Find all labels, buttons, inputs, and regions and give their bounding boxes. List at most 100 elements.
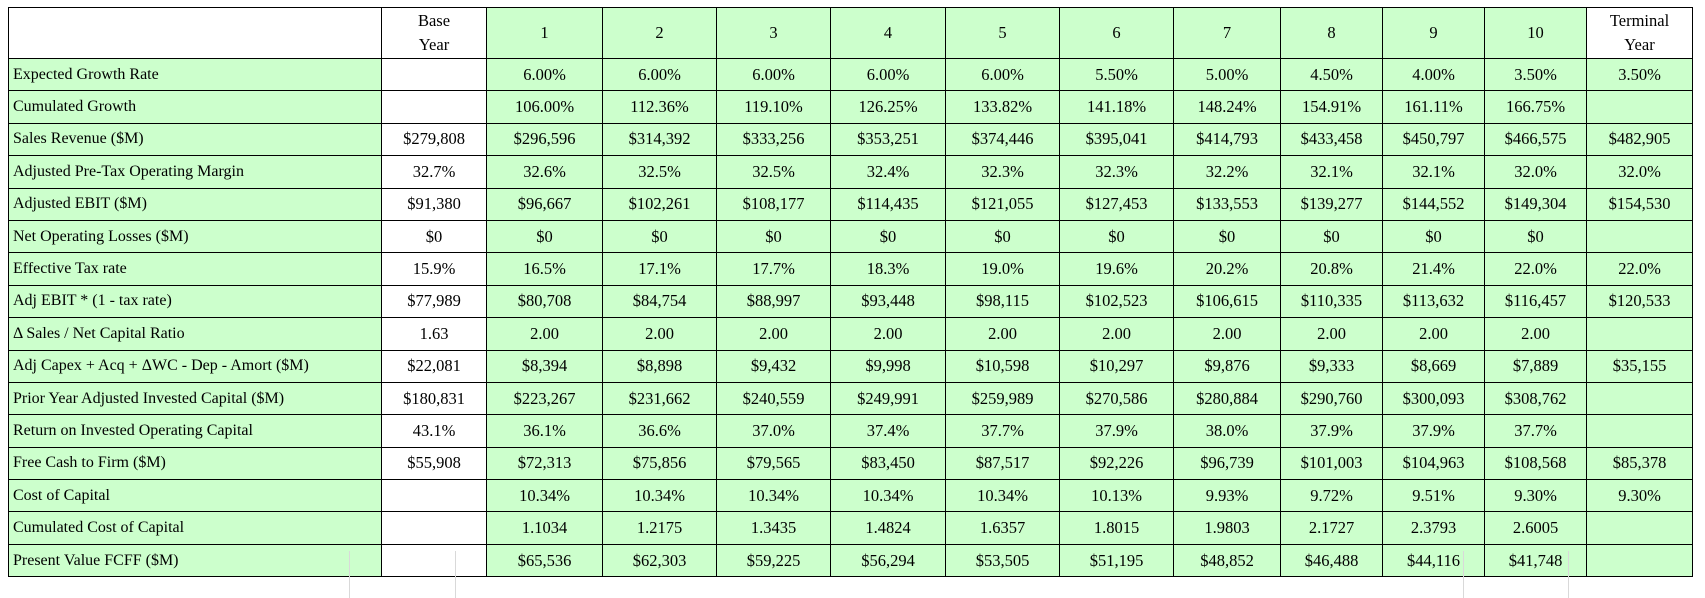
year-6-cell[interactable]: $92,226 <box>1059 446 1174 481</box>
year-6-cell[interactable]: 32.3% <box>1059 155 1174 189</box>
year-8-cell[interactable]: $110,335 <box>1280 284 1383 319</box>
header-base-year[interactable]: Base Year <box>381 7 487 59</box>
row-label-cell[interactable]: Prior Year Adjusted Invested Capital ($M… <box>8 381 382 416</box>
terminal-year-cell[interactable]: $35,155 <box>1586 349 1693 383</box>
header-year-7[interactable]: 7 <box>1173 7 1281 59</box>
year-3-cell[interactable]: 1.3435 <box>716 511 831 545</box>
year-5-cell[interactable]: 6.00% <box>945 57 1060 92</box>
year-10-cell[interactable]: 2.00 <box>1484 317 1587 351</box>
year-7-cell[interactable]: 2.00 <box>1173 317 1281 351</box>
year-3-cell[interactable]: $88,997 <box>716 284 831 319</box>
header-year-10[interactable]: 10 <box>1484 7 1587 59</box>
year-1-cell[interactable]: 106.00% <box>486 90 603 124</box>
year-3-cell[interactable]: 17.7% <box>716 252 831 286</box>
year-7-cell[interactable]: $106,615 <box>1173 284 1281 319</box>
year-9-cell[interactable]: 32.1% <box>1382 155 1485 189</box>
year-6-cell[interactable]: $10,297 <box>1059 349 1174 383</box>
base-year-cell[interactable] <box>381 479 487 513</box>
year-9-cell[interactable]: $300,093 <box>1382 381 1485 416</box>
year-10-cell[interactable]: $0 <box>1484 219 1587 254</box>
header-terminal-year[interactable]: Terminal Year <box>1586 7 1693 59</box>
year-10-cell[interactable]: 22.0% <box>1484 252 1587 286</box>
year-4-cell[interactable]: 1.4824 <box>830 511 946 545</box>
terminal-year-cell[interactable] <box>1586 219 1693 254</box>
year-7-cell[interactable]: $9,876 <box>1173 349 1281 383</box>
header-year-3[interactable]: 3 <box>716 7 831 59</box>
terminal-year-cell[interactable] <box>1586 414 1693 448</box>
year-7-cell[interactable]: $133,553 <box>1173 187 1281 221</box>
year-9-cell[interactable]: $144,552 <box>1382 187 1485 221</box>
year-2-cell[interactable]: 36.6% <box>602 414 717 448</box>
header-year-6[interactable]: 6 <box>1059 7 1174 59</box>
header-label-cell[interactable] <box>8 7 382 59</box>
year-9-cell[interactable]: $450,797 <box>1382 122 1485 157</box>
year-1-cell[interactable]: $72,313 <box>486 446 603 481</box>
year-5-cell[interactable]: $121,055 <box>945 187 1060 221</box>
terminal-year-cell[interactable] <box>1586 381 1693 416</box>
year-10-cell[interactable]: $116,457 <box>1484 284 1587 319</box>
year-6-cell[interactable]: $270,586 <box>1059 381 1174 416</box>
year-2-cell[interactable]: 112.36% <box>602 90 717 124</box>
base-year-cell[interactable]: 1.63 <box>381 317 487 351</box>
year-1-cell[interactable]: $0 <box>486 219 603 254</box>
year-6-cell[interactable]: 1.8015 <box>1059 511 1174 545</box>
year-10-cell[interactable]: $149,304 <box>1484 187 1587 221</box>
year-6-cell[interactable]: 19.6% <box>1059 252 1174 286</box>
year-2-cell[interactable]: $62,303 <box>602 543 717 578</box>
year-8-cell[interactable]: $9,333 <box>1280 349 1383 383</box>
year-1-cell[interactable]: 16.5% <box>486 252 603 286</box>
year-7-cell[interactable]: 9.93% <box>1173 479 1281 513</box>
year-9-cell[interactable]: $104,963 <box>1382 446 1485 481</box>
year-2-cell[interactable]: 17.1% <box>602 252 717 286</box>
year-1-cell[interactable]: $8,394 <box>486 349 603 383</box>
year-2-cell[interactable]: $8,898 <box>602 349 717 383</box>
year-9-cell[interactable]: 2.3793 <box>1382 511 1485 545</box>
year-10-cell[interactable]: 166.75% <box>1484 90 1587 124</box>
year-1-cell[interactable]: 10.34% <box>486 479 603 513</box>
terminal-year-cell[interactable]: $154,530 <box>1586 187 1693 221</box>
base-year-cell[interactable]: $91,380 <box>381 187 487 221</box>
terminal-year-cell[interactable] <box>1586 90 1693 124</box>
year-9-cell[interactable]: 21.4% <box>1382 252 1485 286</box>
year-3-cell[interactable]: 32.5% <box>716 155 831 189</box>
year-2-cell[interactable]: 1.2175 <box>602 511 717 545</box>
base-year-cell[interactable]: 43.1% <box>381 414 487 448</box>
base-year-cell[interactable] <box>381 543 487 578</box>
year-9-cell[interactable]: 2.00 <box>1382 317 1485 351</box>
base-year-cell[interactable] <box>381 57 487 92</box>
base-year-cell[interactable]: $0 <box>381 219 487 254</box>
year-8-cell[interactable]: $290,760 <box>1280 381 1383 416</box>
year-9-cell[interactable]: $8,669 <box>1382 349 1485 383</box>
year-3-cell[interactable]: 2.00 <box>716 317 831 351</box>
year-1-cell[interactable]: $296,596 <box>486 122 603 157</box>
base-year-cell[interactable]: 15.9% <box>381 252 487 286</box>
year-4-cell[interactable]: $83,450 <box>830 446 946 481</box>
year-5-cell[interactable]: 10.34% <box>945 479 1060 513</box>
year-8-cell[interactable]: $46,488 <box>1280 543 1383 578</box>
year-3-cell[interactable]: $79,565 <box>716 446 831 481</box>
year-4-cell[interactable]: $249,991 <box>830 381 946 416</box>
year-10-cell[interactable]: 37.7% <box>1484 414 1587 448</box>
year-6-cell[interactable]: 37.9% <box>1059 414 1174 448</box>
year-10-cell[interactable]: $41,748 <box>1484 543 1587 578</box>
year-10-cell[interactable]: 9.30% <box>1484 479 1587 513</box>
year-1-cell[interactable]: $80,708 <box>486 284 603 319</box>
year-8-cell[interactable]: 20.8% <box>1280 252 1383 286</box>
year-8-cell[interactable]: 32.1% <box>1280 155 1383 189</box>
base-year-cell[interactable]: $77,989 <box>381 284 487 319</box>
row-label-cell[interactable]: Free Cash to Firm ($M) <box>8 446 382 481</box>
year-4-cell[interactable]: 10.34% <box>830 479 946 513</box>
year-4-cell[interactable]: 18.3% <box>830 252 946 286</box>
year-3-cell[interactable]: 6.00% <box>716 57 831 92</box>
row-label-cell[interactable]: Adj EBIT * (1 - tax rate) <box>8 284 382 319</box>
year-4-cell[interactable]: 2.00 <box>830 317 946 351</box>
year-5-cell[interactable]: 1.6357 <box>945 511 1060 545</box>
year-1-cell[interactable]: $223,267 <box>486 381 603 416</box>
year-3-cell[interactable]: $333,256 <box>716 122 831 157</box>
year-3-cell[interactable]: $240,559 <box>716 381 831 416</box>
base-year-cell[interactable]: 32.7% <box>381 155 487 189</box>
year-10-cell[interactable]: 32.0% <box>1484 155 1587 189</box>
year-8-cell[interactable]: 9.72% <box>1280 479 1383 513</box>
year-6-cell[interactable]: 141.18% <box>1059 90 1174 124</box>
year-3-cell[interactable]: $0 <box>716 219 831 254</box>
